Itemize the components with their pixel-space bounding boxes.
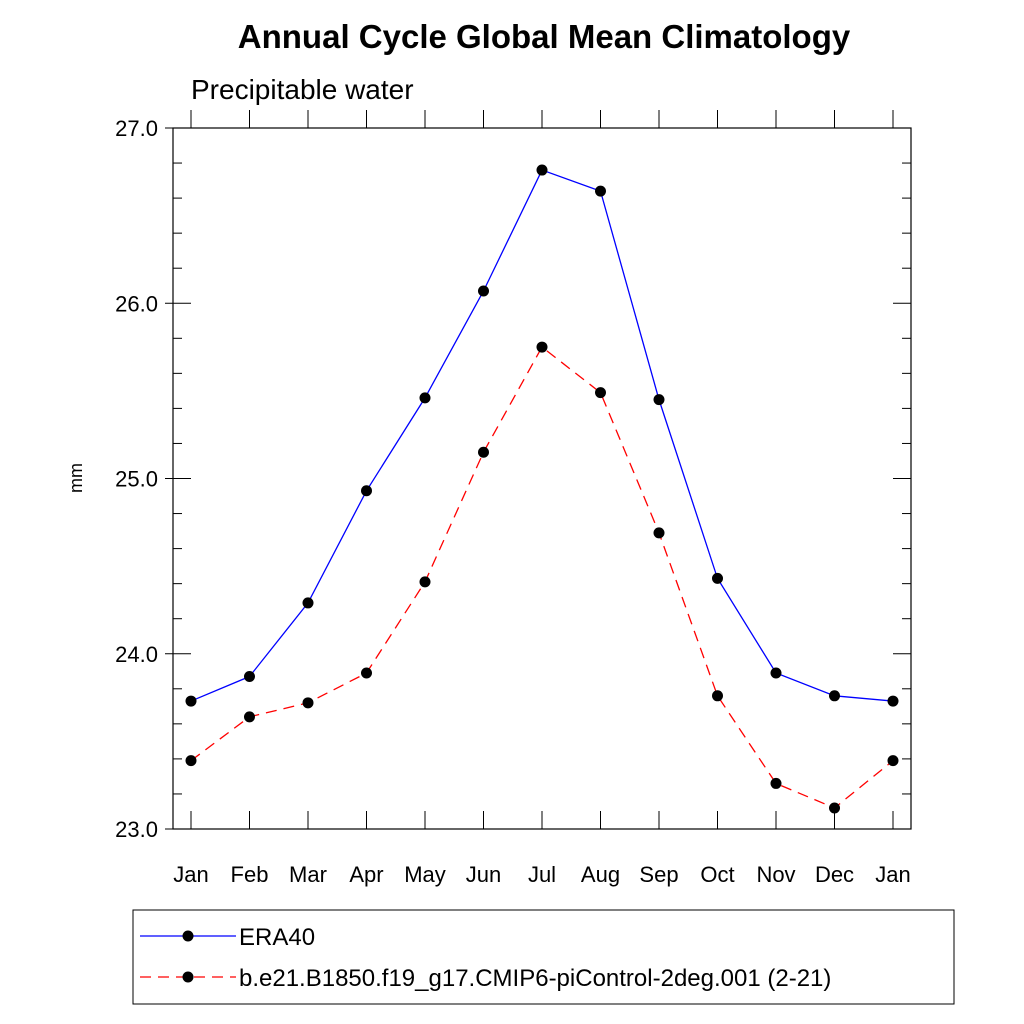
x-tick-label: Apr xyxy=(349,862,383,887)
y-tick-label: 26.0 xyxy=(115,291,158,316)
x-tick-label: Jun xyxy=(466,862,501,887)
y-tick-label: 27.0 xyxy=(115,116,158,141)
x-tick-label: Mar xyxy=(289,862,327,887)
legend: ERA40 b.e21.B1850.f19_g17.CMIP6-piControl… xyxy=(140,924,831,992)
data-point-2 xyxy=(302,697,314,709)
data-point-2 xyxy=(712,690,723,702)
series-line-1 xyxy=(190,169,894,702)
data-point-2 xyxy=(829,802,840,814)
data-point-2 xyxy=(185,755,197,767)
data-point-2 xyxy=(653,527,665,539)
axes: 23.0 24.0 25.0 26.0 27.0 Jan Feb Mar Apr May Jun Ju… xyxy=(115,110,912,887)
chart-subtitle: Precipitable water xyxy=(191,74,414,105)
data-point-1 xyxy=(302,597,314,609)
data-point-2 xyxy=(478,446,489,458)
x-tick-label: Jan xyxy=(875,862,910,887)
y-tick-label: 24.0 xyxy=(115,642,158,667)
legend-box xyxy=(132,909,955,1005)
plot-frame xyxy=(172,127,912,830)
y-tick-label: 23.0 xyxy=(115,817,158,842)
data-point-1 xyxy=(419,392,431,404)
x-tick-label: Sep xyxy=(639,862,678,887)
data-point-2 xyxy=(244,711,255,723)
x-tick-label: Aug xyxy=(581,862,620,887)
y-axis-label: mm xyxy=(66,463,86,493)
data-point-1 xyxy=(185,695,197,707)
data-point-1 xyxy=(361,485,372,497)
x-tick-label: Dec xyxy=(815,862,854,887)
data-point-2 xyxy=(536,341,548,353)
y-tick-label: 25.0 xyxy=(115,467,158,492)
data-point-1 xyxy=(536,164,548,176)
legend-label-1: ERA40 xyxy=(239,924,315,951)
x-tick-label: Feb xyxy=(231,862,269,887)
legend-marker-1 xyxy=(182,930,194,942)
x-tick-label: May xyxy=(404,862,446,887)
data-point-1 xyxy=(712,572,723,584)
x-tick-label: Oct xyxy=(700,862,734,887)
x-tick-label: Jul xyxy=(528,862,556,887)
series-line-2 xyxy=(190,346,894,809)
data-point-2 xyxy=(770,777,782,789)
data-point-2 xyxy=(419,576,431,588)
x-tick-label: Nov xyxy=(756,862,795,887)
data-point-1 xyxy=(770,667,782,679)
chart-title: Annual Cycle Global Mean Climatology xyxy=(238,18,851,55)
x-tick-label: Jan xyxy=(173,862,208,887)
data-point-2 xyxy=(361,667,372,679)
series-layer xyxy=(185,164,899,814)
data-point-1 xyxy=(595,185,606,197)
legend-marker-2 xyxy=(182,971,194,983)
data-point-1 xyxy=(829,690,840,702)
data-point-1 xyxy=(244,671,255,683)
legend-label-2: b.e21.B1850.f19_g17.CMIP6-piControl-2deg… xyxy=(239,965,831,992)
data-point-2 xyxy=(595,387,606,399)
data-point-2 xyxy=(887,755,899,767)
data-point-1 xyxy=(653,394,665,406)
data-point-1 xyxy=(887,695,899,707)
data-point-1 xyxy=(478,285,489,297)
